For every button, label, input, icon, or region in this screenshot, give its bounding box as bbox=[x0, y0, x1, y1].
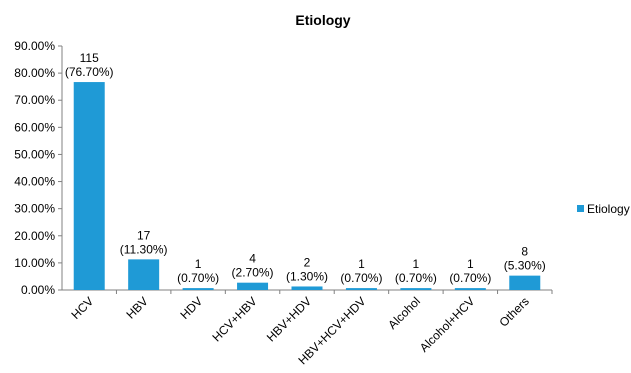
data-label-count: 17 bbox=[137, 228, 151, 242]
data-label-count: 8 bbox=[521, 245, 528, 259]
y-tick-label: 20.00% bbox=[14, 229, 55, 243]
x-tick-label: HCV+HBV bbox=[209, 294, 259, 344]
data-label-percent: (0.70%) bbox=[340, 271, 382, 285]
data-label-count: 4 bbox=[249, 252, 256, 266]
bar bbox=[400, 288, 432, 290]
y-tick-label: 40.00% bbox=[14, 175, 55, 189]
y-tick-label: 70.00% bbox=[14, 93, 55, 107]
bar bbox=[454, 288, 486, 290]
data-label-percent: (0.70%) bbox=[177, 271, 219, 285]
data-label-percent: (1.30%) bbox=[286, 269, 328, 283]
data-label-percent: (76.70%) bbox=[65, 65, 114, 79]
data-label-percent: (2.70%) bbox=[232, 266, 274, 280]
y-tick-label: 10.00% bbox=[14, 256, 55, 270]
x-tick-label: HDV bbox=[177, 294, 205, 322]
y-tick-label: 90.00% bbox=[14, 39, 55, 53]
bar bbox=[73, 82, 105, 291]
y-axis-ticks: 0.00% 10.00% 20.00% 30.00% 40.00% 50.00% 60.00… bbox=[14, 39, 62, 297]
x-tick-label: HBV bbox=[123, 294, 150, 321]
bar bbox=[182, 288, 214, 290]
x-tick-label: HBV+HDV bbox=[264, 294, 314, 344]
y-tick-label: 50.00% bbox=[14, 147, 55, 161]
bar bbox=[237, 282, 269, 290]
data-label-percent: (0.70%) bbox=[395, 271, 437, 285]
bar bbox=[345, 288, 377, 290]
data-label-percent: (0.70%) bbox=[449, 271, 491, 285]
legend: Etiology bbox=[577, 202, 630, 216]
y-tick-label: 80.00% bbox=[14, 66, 55, 80]
x-tick-label: HCV bbox=[69, 294, 97, 322]
x-tick-label: Alcohol+HCV bbox=[417, 294, 478, 355]
data-label-count: 1 bbox=[358, 257, 365, 271]
data-label-count: 115 bbox=[80, 51, 99, 65]
data-label-count: 1 bbox=[467, 257, 474, 271]
y-tick-label: 30.00% bbox=[14, 202, 55, 216]
bar bbox=[509, 275, 541, 290]
y-tick-label: 0.00% bbox=[21, 283, 55, 297]
x-tick-label: Alcohol bbox=[385, 294, 423, 332]
data-label-percent: (5.30%) bbox=[504, 259, 546, 273]
data-label-percent: (11.30%) bbox=[120, 242, 168, 256]
x-tick-label: Others bbox=[497, 294, 532, 329]
bar bbox=[291, 286, 323, 290]
legend-swatch bbox=[577, 205, 584, 212]
data-label-count: 2 bbox=[304, 255, 311, 269]
data-label-count: 1 bbox=[195, 257, 202, 271]
y-tick-label: 60.00% bbox=[14, 120, 55, 134]
data-label-count: 1 bbox=[413, 257, 420, 271]
data-labels: 115(76.70%)17(11.30%)1(0.70%)4(2.70%)2(1… bbox=[65, 51, 546, 285]
bar bbox=[128, 259, 160, 290]
bars bbox=[73, 82, 541, 291]
chart-title: Etiology bbox=[295, 12, 350, 28]
legend-label: Etiology bbox=[587, 202, 630, 216]
